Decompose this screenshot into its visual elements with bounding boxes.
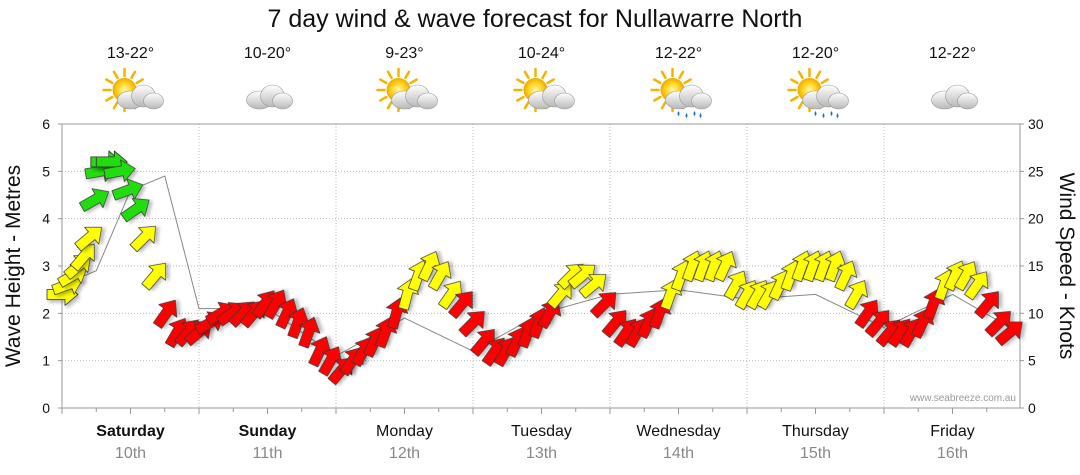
wind-arrow bbox=[854, 299, 879, 329]
wind-arrow bbox=[448, 291, 473, 320]
day-date: 15th bbox=[800, 445, 831, 462]
wind-arrow bbox=[111, 178, 144, 201]
sun-cloud-icon bbox=[513, 67, 575, 113]
wind-arrow bbox=[318, 346, 342, 377]
y-tick-label: 4 bbox=[42, 211, 50, 227]
day-temperature: 12-22° bbox=[929, 45, 976, 62]
wind-arrow bbox=[308, 336, 332, 368]
plot-area bbox=[61, 123, 1021, 409]
wind-arrow bbox=[567, 264, 596, 290]
wind-arrow bbox=[864, 310, 890, 338]
sun-cloud-rain-icon bbox=[787, 67, 849, 118]
y2-tick-label: 20 bbox=[1028, 211, 1044, 227]
day-name: Monday bbox=[376, 423, 433, 440]
cloud-icon bbox=[246, 84, 293, 110]
wind-arrow bbox=[287, 307, 310, 340]
sun-cloud-icon bbox=[376, 67, 438, 113]
wind-arrow bbox=[275, 298, 299, 330]
wind-arrow bbox=[994, 321, 1023, 347]
wind-arrow bbox=[129, 225, 156, 253]
y-tick-label: 2 bbox=[42, 305, 50, 321]
wind-arrow bbox=[834, 260, 858, 292]
wind-arrow bbox=[141, 262, 166, 291]
wind-arrow bbox=[103, 159, 136, 183]
wind-arrow bbox=[417, 251, 441, 283]
wind-arrow bbox=[578, 274, 607, 299]
wind-arrow bbox=[74, 226, 103, 252]
wind-arrow bbox=[844, 280, 869, 311]
sun-cloud-icon bbox=[102, 67, 164, 113]
wind-arrow bbox=[458, 311, 485, 338]
day-name: Tuesday bbox=[511, 423, 572, 440]
day-name: Friday bbox=[930, 423, 974, 440]
y2-tick-label: 10 bbox=[1028, 305, 1044, 321]
day-temperature: 10-24° bbox=[518, 45, 565, 62]
wind-arrow bbox=[470, 329, 495, 357]
chart-title: 7 day wind & wave forecast for Nullawarr… bbox=[268, 5, 803, 33]
y2-tick-label: 25 bbox=[1028, 163, 1044, 179]
wind-arrow bbox=[427, 261, 452, 292]
wind-arrow bbox=[974, 291, 999, 320]
day-temperature: 12-22° bbox=[655, 45, 702, 62]
source-credit: www.seabreeze.com.au bbox=[909, 393, 1016, 404]
day-date: 13th bbox=[526, 445, 557, 462]
wind-arrow bbox=[153, 299, 178, 329]
y2-tick-label: 15 bbox=[1028, 258, 1044, 274]
y-tick-label: 6 bbox=[42, 116, 50, 132]
y2-axis-title: Wind Speed - Knots bbox=[1055, 173, 1078, 360]
wind-arrow bbox=[298, 316, 321, 349]
wind-arrow bbox=[984, 311, 1011, 338]
day-date: 12th bbox=[389, 445, 420, 462]
y2-tick-label: 5 bbox=[1028, 353, 1036, 369]
y-tick-label: 5 bbox=[42, 163, 50, 179]
cloud-icon bbox=[931, 84, 978, 110]
y-tick-label: 3 bbox=[42, 258, 50, 274]
y-tick-label: 0 bbox=[42, 400, 50, 416]
day-name: Wednesday bbox=[636, 423, 720, 440]
wind-arrow bbox=[120, 198, 150, 223]
day-name: Sunday bbox=[239, 423, 297, 440]
day-date: 10th bbox=[115, 445, 146, 462]
sun-cloud-rain-icon bbox=[650, 67, 712, 118]
wind-arrow bbox=[263, 289, 288, 320]
y-axis-title: Wave Height - Metres bbox=[2, 165, 25, 367]
day-name: Thursday bbox=[782, 423, 849, 440]
day-date: 11th bbox=[253, 445, 283, 462]
day-date: 16th bbox=[937, 445, 968, 462]
y2-tick-label: 30 bbox=[1028, 116, 1044, 132]
y2-tick-label: 0 bbox=[1028, 400, 1036, 416]
wind-arrow bbox=[713, 251, 737, 283]
wind-arrow bbox=[601, 310, 627, 338]
day-date: 14th bbox=[663, 445, 694, 462]
wind-arrow bbox=[953, 261, 978, 292]
wind-arrow bbox=[438, 280, 463, 310]
day-temperature: 12-20° bbox=[792, 45, 839, 62]
day-temperature: 10-20° bbox=[244, 45, 291, 62]
wind-arrow bbox=[589, 292, 617, 319]
wind-arrow bbox=[723, 270, 748, 301]
day-name: Saturday bbox=[96, 423, 165, 440]
y-tick-label: 1 bbox=[42, 353, 50, 369]
wind-arrow bbox=[964, 271, 989, 301]
wind-arrow bbox=[79, 188, 110, 212]
day-temperature: 13-22° bbox=[107, 45, 154, 62]
day-temperature: 9-23° bbox=[385, 45, 423, 62]
wind-arrow bbox=[824, 250, 847, 283]
